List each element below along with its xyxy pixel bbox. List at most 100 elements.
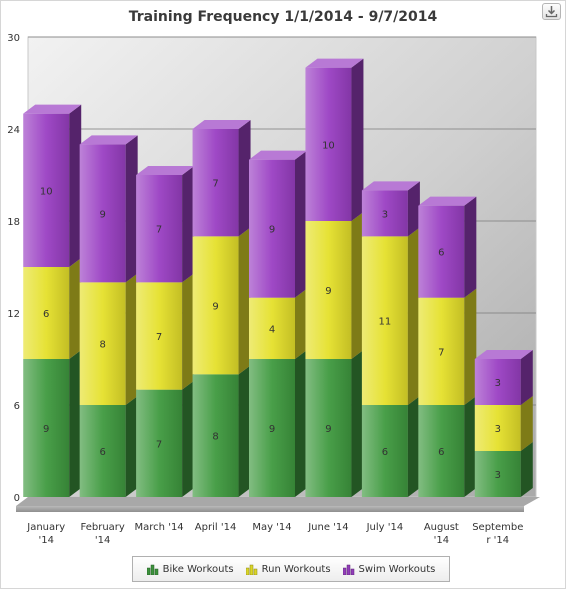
- x-tick-label: February '14: [81, 522, 125, 546]
- data-label: 7: [438, 347, 444, 358]
- bar-segment[interactable]: [474, 451, 521, 497]
- data-label: 9: [325, 424, 331, 435]
- legend-item[interactable]: Run Workouts: [245, 563, 331, 575]
- x-tick-label: March '14: [135, 522, 184, 533]
- bar-segment[interactable]: [305, 67, 352, 222]
- x-tick-label: July '14: [366, 522, 404, 533]
- bar-segment-side: [125, 135, 138, 283]
- x-tick-label: August '14: [424, 522, 459, 546]
- bar-column: [23, 104, 82, 497]
- bar-segment-side: [69, 258, 82, 359]
- bar-segment-side: [351, 212, 364, 359]
- bar-top: [418, 196, 477, 206]
- bar-segment[interactable]: [79, 144, 126, 283]
- y-tick-label: 12: [7, 309, 20, 320]
- y-tick-label: 0: [14, 493, 20, 504]
- bar-column: [418, 196, 477, 497]
- bar-segment[interactable]: [474, 405, 521, 451]
- data-label: 7: [212, 179, 218, 190]
- bar-segment[interactable]: [23, 359, 70, 497]
- bar-segment[interactable]: [361, 236, 408, 405]
- bar-segment-side: [238, 227, 251, 375]
- data-label: 9: [212, 301, 218, 312]
- legend: Bike Workouts Run Workouts Swim Workouts: [132, 556, 450, 582]
- bar-column: [474, 350, 533, 497]
- bars: [23, 58, 533, 497]
- bar-segment-side: [238, 120, 251, 237]
- export-button[interactable]: [542, 3, 561, 20]
- data-label: 6: [438, 447, 444, 458]
- bar-column: [361, 181, 420, 497]
- bar-segment[interactable]: [23, 113, 70, 268]
- data-label: 6: [382, 447, 388, 458]
- bar-segment[interactable]: [136, 389, 183, 497]
- bar-top: [361, 181, 420, 191]
- bar-column: [192, 120, 251, 497]
- bar-segment-side: [69, 350, 82, 497]
- x-tick-label: Septembe r '14: [472, 522, 523, 546]
- legend-bar-icon: [342, 564, 354, 575]
- bar-segment[interactable]: [361, 405, 408, 497]
- bar-column: [79, 135, 138, 497]
- bar-segment[interactable]: [136, 175, 183, 283]
- x-tick-label: January '14: [26, 522, 65, 546]
- legend-item[interactable]: Bike Workouts: [146, 563, 234, 575]
- bar-top: [23, 104, 82, 114]
- data-labels: 9 6 10 6 8 9 7 7 7 8 9 7 9 4 9 9 9 10 6 11 3 6 7 6 3 3 3: [40, 140, 501, 481]
- bar-segment[interactable]: [136, 282, 183, 390]
- bar-segment-side: [295, 288, 307, 359]
- y-tick-label: 30: [7, 33, 20, 44]
- bar-segment[interactable]: [418, 205, 465, 298]
- bar-column: [249, 150, 307, 497]
- bar-segment[interactable]: [192, 374, 239, 497]
- bar-segment[interactable]: [23, 267, 70, 359]
- legend-item[interactable]: Swim Workouts: [342, 564, 435, 575]
- data-label: 10: [40, 186, 53, 197]
- bar-segment[interactable]: [192, 236, 239, 375]
- bar-segment-side: [464, 396, 477, 497]
- bar-segment-side: [464, 196, 477, 298]
- bar-segment[interactable]: [249, 297, 295, 359]
- bar-segment[interactable]: [474, 359, 521, 405]
- data-label: 9: [269, 225, 275, 236]
- y-tick-label: 18: [7, 217, 20, 228]
- bar-segment[interactable]: [305, 359, 352, 497]
- x-tick-label: June '14: [307, 522, 348, 533]
- chart-title: Training Frequency 1/1/2014 - 9/7/2014: [128, 9, 438, 25]
- bar-segment[interactable]: [305, 221, 352, 359]
- chart-plot: 9 6 10 6 8 9 7 7 7 8 9 7 9 4 9 9 9 10 6 11 3 6 7 6 3 3 3 0 6 12 18 24 3…: [7, 33, 540, 546]
- legend-label: Bike Workouts: [162, 563, 234, 575]
- bar-segment[interactable]: [79, 282, 126, 405]
- x-axis: January '14 February '14 March '14 April '14 M…: [26, 522, 523, 546]
- bar-segment[interactable]: [192, 129, 239, 237]
- bar-segment-side: [182, 380, 195, 497]
- bar-segment-side: [407, 396, 420, 497]
- bar-top: [192, 120, 251, 129]
- plot-floor: [16, 497, 540, 512]
- bar-segment-side: [182, 273, 195, 390]
- bar-column: [136, 166, 195, 497]
- bar-segment-side: [182, 166, 195, 283]
- bar-segment[interactable]: [249, 359, 295, 497]
- bar-segment-side: [351, 350, 364, 497]
- bar-segment[interactable]: [361, 190, 408, 237]
- bar-segment[interactable]: [418, 405, 465, 497]
- data-label: 10: [322, 140, 335, 151]
- data-label: 3: [495, 470, 501, 481]
- data-label: 4: [269, 324, 275, 335]
- data-label: 9: [43, 424, 49, 435]
- bar-segment-side: [295, 150, 307, 298]
- bar-segment-side: [407, 181, 420, 237]
- bar-top: [305, 58, 364, 68]
- legend-bar-icon: [245, 564, 257, 575]
- bar-segment[interactable]: [249, 159, 295, 298]
- bar-top: [249, 150, 307, 160]
- bar-top: [474, 350, 533, 359]
- bar-segment-side: [520, 442, 533, 497]
- data-label: 9: [99, 209, 105, 220]
- bar-segment[interactable]: [418, 297, 465, 405]
- bar-segment[interactable]: [79, 405, 126, 497]
- data-label: 7: [156, 225, 162, 236]
- legend-label: Run Workouts: [261, 563, 331, 575]
- y-tick-label: 6: [14, 401, 20, 412]
